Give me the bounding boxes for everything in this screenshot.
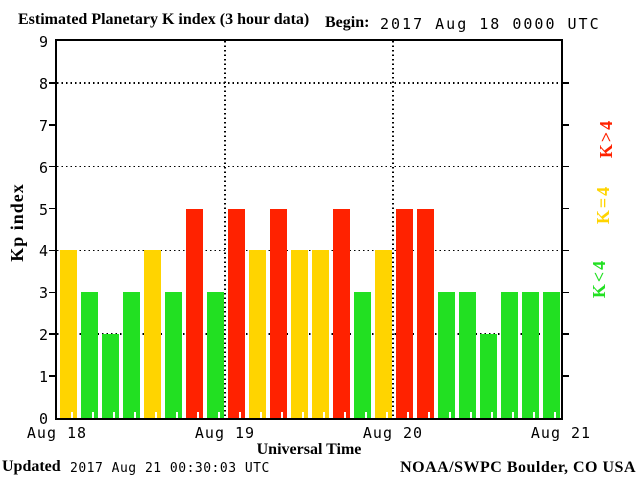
x-minor-tick	[553, 412, 556, 418]
gridline-day-aug-20	[392, 41, 394, 418]
x-minor-tick	[448, 412, 451, 418]
kp-bar	[417, 208, 435, 418]
kp-bar	[375, 250, 393, 418]
y-tick-left-4	[49, 249, 55, 252]
y-tick-right-1	[563, 375, 569, 377]
kp-bar	[333, 208, 351, 418]
legend-item-k-gt-4: K>4	[592, 112, 622, 164]
y-tick-label-5: 5	[38, 200, 48, 219]
x-tick-label-aug-19: Aug 19	[194, 424, 256, 442]
kp-bar	[396, 208, 414, 418]
x-minor-tick	[343, 412, 346, 418]
x-minor-tick	[154, 412, 157, 418]
begin-label: Begin:	[325, 14, 370, 31]
kp-bar	[60, 250, 78, 418]
x-minor-tick	[217, 412, 220, 418]
y-tick-right-2	[563, 333, 569, 335]
x-minor-tick	[196, 412, 199, 418]
kp-bar	[270, 208, 288, 418]
x-minor-tick	[301, 412, 304, 418]
kp-bar	[249, 250, 267, 418]
kp-bar	[354, 292, 372, 418]
kp-bar	[312, 250, 330, 418]
x-minor-tick	[133, 412, 136, 418]
kp-bar	[207, 292, 225, 418]
kp-bar	[291, 250, 309, 418]
x-minor-tick	[385, 412, 388, 418]
kp-bar	[186, 208, 204, 418]
y-tick-left-1	[49, 375, 55, 377]
kp-bar	[501, 292, 519, 418]
y-tick-label-1: 1	[38, 368, 48, 387]
x-minor-tick	[259, 412, 262, 418]
chart-title: Estimated Planetary K index (3 hour data…	[18, 11, 310, 28]
y-tick-left-6	[49, 165, 55, 168]
legend-label-k-lt-4: K<4	[589, 258, 610, 298]
y-tick-left-7	[49, 124, 55, 126]
y-tick-left-8	[49, 82, 55, 84]
y-tick-label-4: 4	[38, 242, 48, 261]
kp-bar	[81, 292, 99, 418]
y-tick-right-6	[563, 165, 569, 168]
y-tick-left-2	[49, 333, 55, 335]
x-minor-tick	[406, 412, 409, 418]
legend-item-k-lt-4: K<4	[585, 252, 615, 304]
y-tick-right-7	[563, 124, 569, 126]
y-tick-label-2: 2	[38, 326, 48, 345]
y-tick-right-5	[563, 207, 569, 210]
plot-area	[49, 39, 569, 420]
y-tick-label-6: 6	[38, 158, 48, 177]
kp-bar	[480, 334, 498, 418]
x-minor-tick	[490, 412, 493, 418]
kp-bar	[438, 292, 456, 418]
gridline-y-4	[57, 249, 561, 252]
y-tick-right-8	[563, 82, 569, 84]
y-tick-left-5	[49, 207, 55, 210]
legend-item-k-eq-4: K=4	[589, 178, 619, 230]
kp-bar	[459, 292, 477, 418]
y-tick-right-4	[563, 249, 569, 252]
begin-timestamp: 2017 Aug 18 0000 UTC	[380, 15, 601, 33]
kp-bar	[144, 250, 162, 418]
x-minor-tick	[427, 412, 430, 418]
x-tick-label-aug-18: Aug 18	[26, 424, 88, 442]
x-minor-tick	[238, 412, 241, 418]
credit-text: NOAA/SWPC Boulder, CO USA	[400, 459, 636, 476]
y-tick-label-8: 8	[38, 74, 48, 93]
x-minor-tick	[91, 412, 94, 418]
x-minor-tick	[532, 412, 535, 418]
kp-bar	[123, 292, 141, 418]
x-minor-tick	[70, 412, 73, 418]
kp-bar	[165, 292, 183, 418]
gridline-y-6	[57, 165, 561, 168]
updated-label: Updated	[2, 458, 61, 475]
x-tick-label-aug-21: Aug 21	[530, 424, 592, 442]
y-tick-label-3: 3	[38, 284, 48, 303]
y-tick-label-7: 7	[38, 116, 48, 135]
x-minor-tick	[364, 412, 367, 418]
gridline-y-2	[57, 333, 561, 335]
legend-label-k-eq-4: K=4	[593, 184, 614, 224]
x-minor-tick	[280, 412, 283, 418]
x-minor-tick	[175, 412, 178, 418]
kp-bar	[522, 292, 540, 418]
x-minor-tick	[511, 412, 514, 418]
x-axis-title: Universal Time	[256, 441, 362, 458]
y-tick-left-3	[49, 291, 55, 294]
y-tick-label-9: 9	[38, 33, 48, 51]
x-minor-tick	[322, 412, 325, 418]
gridline-y-8	[57, 82, 561, 84]
x-minor-tick	[469, 412, 472, 418]
y-tick-label-0: 0	[38, 410, 48, 428]
x-minor-tick	[112, 412, 115, 418]
kp-bar	[543, 292, 561, 418]
kp-bar	[228, 208, 246, 418]
updated-timestamp: 2017 Aug 21 00:30:03 UTC	[70, 461, 270, 476]
y-tick-right-3	[563, 291, 569, 294]
gridline-day-aug-19	[224, 41, 226, 418]
kp-bar	[102, 334, 120, 418]
x-tick-label-aug-20: Aug 20	[362, 424, 424, 442]
legend-label-k-gt-4: K>4	[596, 118, 617, 158]
